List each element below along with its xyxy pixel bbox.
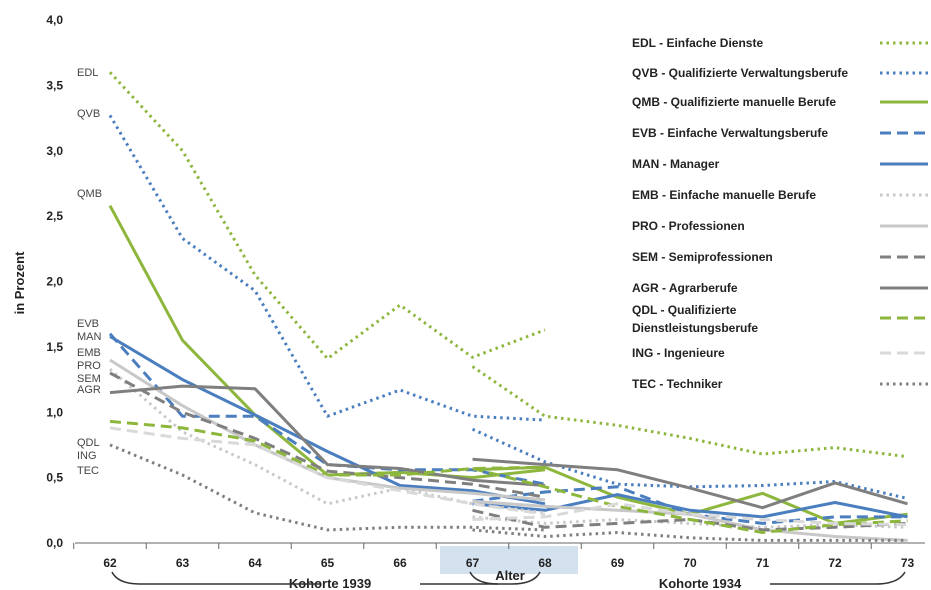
bracket-1934-right <box>770 571 906 585</box>
axes: 0,0 0,5 1,0 1,5 2,0 2,5 3,0 3,5 4,0 62 63 64 65 66 67 6… <box>46 13 925 570</box>
x-tick-label: 62 <box>103 556 117 570</box>
legend-label-edl: EDL - Einfache Dienste <box>632 36 763 50</box>
legend-label-qdl: Dienstleistungsberufe <box>632 321 758 335</box>
series-line-tec-cohort1934 <box>472 528 908 542</box>
y-tick-label: 2,0 <box>46 275 63 289</box>
legend-label-man: MAN - Manager <box>632 157 720 171</box>
in-chart-label-pro: PRO <box>77 360 101 372</box>
in-chart-label-emb: EMB <box>77 347 101 359</box>
legend-label-qvb: QVB - Qualifizierte Verwaltungsberufe <box>632 66 848 80</box>
in-chart-label-qdl: QDL <box>77 437 100 449</box>
y-tick-label: 1,0 <box>46 405 63 419</box>
legend-label-qdl: QDL - Qualifizierte <box>632 303 737 317</box>
alter-label: Alter <box>495 568 525 583</box>
series-line-agr-cohort1939 <box>109 384 546 487</box>
legend-label-ing: ING - Ingenieure <box>632 346 725 360</box>
legend-label-qmb: QMB - Qualifizierte manuelle Berufe <box>632 95 836 109</box>
alter-highlight <box>440 546 578 574</box>
y-tick-label: 2,5 <box>46 209 63 223</box>
series-line-qdl-cohort1934 <box>472 467 908 534</box>
y-tick-label: 1,5 <box>46 340 63 354</box>
x-tick-label: 63 <box>176 556 190 570</box>
in-chart-label-qmb: QMB <box>77 188 102 200</box>
y-tick-label: 0,0 <box>46 536 63 550</box>
y-tick-label: 4,0 <box>46 13 63 27</box>
legend-label-sem: SEM - Semiprofessionen <box>632 250 773 264</box>
series-line-qdl-cohort1939 <box>109 419 546 477</box>
series-line-qmb-cohort1939 <box>108 204 546 480</box>
y-tick-label: 3,5 <box>46 78 63 92</box>
x-tick-label: 64 <box>248 556 262 570</box>
x-tick-label: 71 <box>756 556 770 570</box>
series-lines <box>108 71 908 542</box>
y-axis-label: in Prozent <box>12 251 27 315</box>
bracket-1939-left <box>111 571 320 585</box>
in-chart-label-evb: EVB <box>77 318 99 330</box>
x-axis-annotations: Kohorte 1939 Kohorte 1934 Alter <box>111 568 906 590</box>
cohort-label-1939: Kohorte 1939 <box>289 576 371 590</box>
x-tick-label: 72 <box>828 556 842 570</box>
bracket-1934-left <box>469 571 499 585</box>
series-line-sem-cohort1934 <box>472 508 908 532</box>
x-tick-label: 65 <box>321 556 335 570</box>
series-line-ing-cohort1939 <box>109 426 546 516</box>
x-tick-label: 69 <box>611 556 625 570</box>
cohort-label-1934: Kohorte 1934 <box>659 576 742 590</box>
x-tick-label: 68 <box>538 556 552 570</box>
legend-label-pro: PRO - Professionen <box>632 219 745 233</box>
series-line-sem-cohort1939 <box>109 371 546 499</box>
in-chart-label-sem: SEM <box>77 373 101 385</box>
legend-label-evb: EVB - Einfache Verwaltungsberufe <box>632 126 828 140</box>
series-line-man-cohort1939 <box>109 335 546 506</box>
series-line-qvb-cohort1939 <box>108 114 546 422</box>
legend-label-emb: EMB - Einfache manuelle Berufe <box>632 188 816 202</box>
series-line-agr-cohort1934 <box>472 457 908 510</box>
legend: EDL - Einfache Dienste QVB - Qualifiziert… <box>632 36 928 391</box>
bracket-1939-right <box>420 571 541 585</box>
in-chart-label-qvb: QVB <box>77 108 100 120</box>
series-line-emb-cohort1934 <box>472 515 908 529</box>
in-chart-label-edl: EDL <box>77 67 98 79</box>
y-tick-label: 0,5 <box>46 471 63 485</box>
x-tick-label: 67 <box>466 556 480 570</box>
legend-label-agr: AGR - Agrarberufe <box>632 281 738 295</box>
in-chart-label-tec: TEC <box>77 465 99 477</box>
series-line-man-cohort1934 <box>472 493 908 519</box>
series-line-edl-cohort1939 <box>108 71 546 361</box>
x-tick-label: 73 <box>901 556 915 570</box>
in-chart-label-ing: ING <box>77 450 97 462</box>
legend-label-tec: TEC - Techniker <box>632 377 723 391</box>
series-line-tec-cohort1939 <box>109 443 546 532</box>
in-chart-label-agr: AGR <box>77 384 101 396</box>
x-tick-label: 70 <box>683 556 697 570</box>
series-line-pro-cohort1934 <box>472 499 908 542</box>
series-line-edl-cohort1934 <box>471 365 908 459</box>
series-line-ing-cohort1934 <box>472 502 908 527</box>
y-tick-label: 3,0 <box>46 144 63 158</box>
x-tick-label: 66 <box>393 556 407 570</box>
in-chart-label-man: MAN <box>77 331 102 343</box>
